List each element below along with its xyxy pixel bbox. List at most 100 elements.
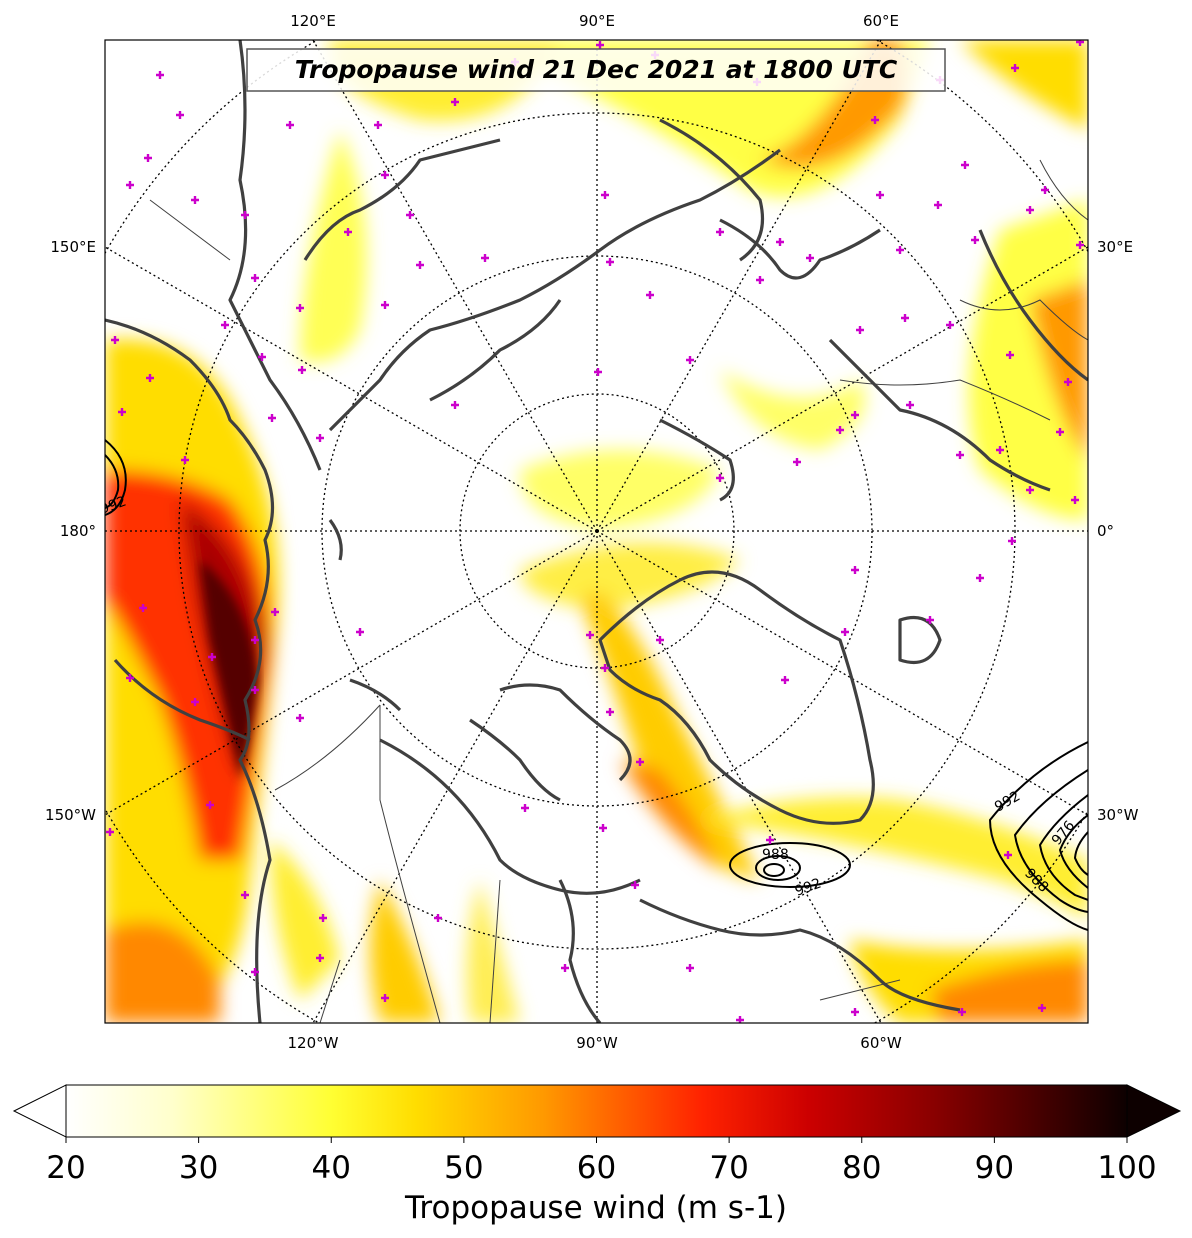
- observation-marker: [146, 374, 154, 382]
- colorbar-extend-low: [12, 1084, 67, 1138]
- lon-label-left: 150°E: [50, 238, 96, 256]
- lon-label-top: 120°E: [290, 12, 336, 30]
- borders: [149, 159, 1088, 1023]
- observation-marker: [1026, 206, 1034, 214]
- observation-marker: [958, 1008, 966, 1016]
- observation-marker: [686, 356, 694, 364]
- observation-marker: [251, 636, 259, 644]
- colorbar-tick-label: 30: [179, 1150, 218, 1186]
- observation-marker: [406, 211, 414, 219]
- observation-marker: [631, 881, 639, 889]
- observation-marker: [521, 804, 529, 812]
- colorbar-ticks: 20 30 40 50 60 70 80 90 100: [46, 1137, 1157, 1186]
- observation-marker: [1076, 40, 1084, 46]
- observation-marker: [374, 121, 382, 129]
- observation-marker: [206, 801, 214, 809]
- observation-marker: [451, 401, 459, 409]
- colorbar-ramp: [66, 1085, 1127, 1137]
- observation-marker: [599, 824, 607, 832]
- observation-marker: [806, 254, 814, 262]
- observation-marker: [1041, 186, 1049, 194]
- observation-marker: [181, 456, 189, 464]
- observation-marker: [434, 914, 442, 922]
- observation-marker: [876, 191, 884, 199]
- observation-marker: [271, 608, 279, 616]
- observation-marker: [144, 154, 152, 162]
- observation-marker: [286, 121, 294, 129]
- observation-marker: [1071, 496, 1079, 504]
- observation-marker: [851, 1008, 859, 1016]
- longitude-labels: 120°E 90°E 60°E 120°W 90°W 60°W 150°E 18…: [45, 12, 1139, 1052]
- observation-marker: [1011, 64, 1019, 72]
- observation-marker: [976, 574, 984, 582]
- observation-marker: [118, 408, 126, 416]
- observation-marker: [241, 211, 249, 219]
- observation-marker: [686, 964, 694, 972]
- contour-label: 988: [762, 847, 789, 863]
- observation-marker: [841, 628, 849, 636]
- observation-marker: [481, 254, 489, 262]
- map-title: Tropopause wind 21 Dec 2021 at 1800 UTC: [295, 55, 898, 84]
- observation-marker: [221, 321, 229, 329]
- observation-marker: [1006, 351, 1014, 359]
- colorbar-tick-label: 40: [312, 1150, 351, 1186]
- observation-marker: [298, 366, 306, 374]
- observation-marker: [586, 631, 594, 639]
- observation-marker: [594, 368, 602, 376]
- observation-marker: [971, 236, 979, 244]
- observation-marker: [596, 41, 604, 49]
- observation-marker: [1038, 1004, 1046, 1012]
- coastlines: [105, 40, 1088, 1023]
- observation-marker: [956, 451, 964, 459]
- colorbar-tick-label: 60: [577, 1150, 616, 1186]
- observation-marker: [871, 116, 879, 124]
- observation-marker: [1076, 241, 1084, 249]
- observation-marker: [561, 964, 569, 972]
- observation-marker: [656, 636, 664, 644]
- observation-marker: [851, 411, 859, 419]
- colorbar-tick-label: 70: [709, 1150, 748, 1186]
- observation-marker: [126, 674, 134, 682]
- observation-marker: [296, 304, 304, 312]
- observation-marker: [316, 954, 324, 962]
- observation-marker: [926, 616, 934, 624]
- observation-marker: [296, 714, 304, 722]
- observation-marker: [716, 474, 724, 482]
- observation-marker: [381, 171, 389, 179]
- observation-marker: [268, 414, 276, 422]
- lon-label-right: 0°: [1097, 522, 1114, 540]
- colorbar-tick-label: 100: [1097, 1150, 1156, 1186]
- colorbar-tick-label: 20: [46, 1150, 85, 1186]
- observation-marker: [896, 246, 904, 254]
- lon-label-left: 150°W: [45, 806, 96, 824]
- observation-marker: [156, 71, 164, 79]
- colorbar-tick-label: 80: [842, 1150, 881, 1186]
- observation-marker: [451, 98, 459, 106]
- map-frame: [104, 39, 1089, 1024]
- observation-marker: [1056, 428, 1064, 436]
- observation-marker: [606, 258, 614, 266]
- observation-marker: [1008, 537, 1016, 545]
- lon-label-left: 180°: [60, 522, 96, 540]
- lon-label-top: 90°E: [579, 12, 615, 30]
- observation-markers: [106, 40, 1084, 1023]
- colorbar-tick-label: 50: [444, 1150, 483, 1186]
- lon-label-bottom: 120°W: [288, 1034, 339, 1052]
- colorbar-extend-high: [1126, 1084, 1182, 1138]
- map-title-box: Tropopause wind 21 Dec 2021 at 1800 UTC: [246, 48, 946, 92]
- meridians: [105, 40, 1088, 1023]
- lon-label-top: 60°E: [863, 12, 899, 30]
- observation-marker: [766, 836, 774, 844]
- observation-marker: [646, 291, 654, 299]
- observation-marker: [776, 238, 784, 246]
- colorbar-tick-label: 90: [975, 1150, 1014, 1186]
- observation-marker: [851, 566, 859, 574]
- observation-marker: [344, 228, 352, 236]
- lon-label-bottom: 60°W: [860, 1034, 902, 1052]
- observation-marker: [961, 161, 969, 169]
- observation-marker: [1004, 851, 1012, 859]
- observation-marker: [836, 426, 844, 434]
- observation-marker: [191, 196, 199, 204]
- observation-marker: [258, 353, 266, 361]
